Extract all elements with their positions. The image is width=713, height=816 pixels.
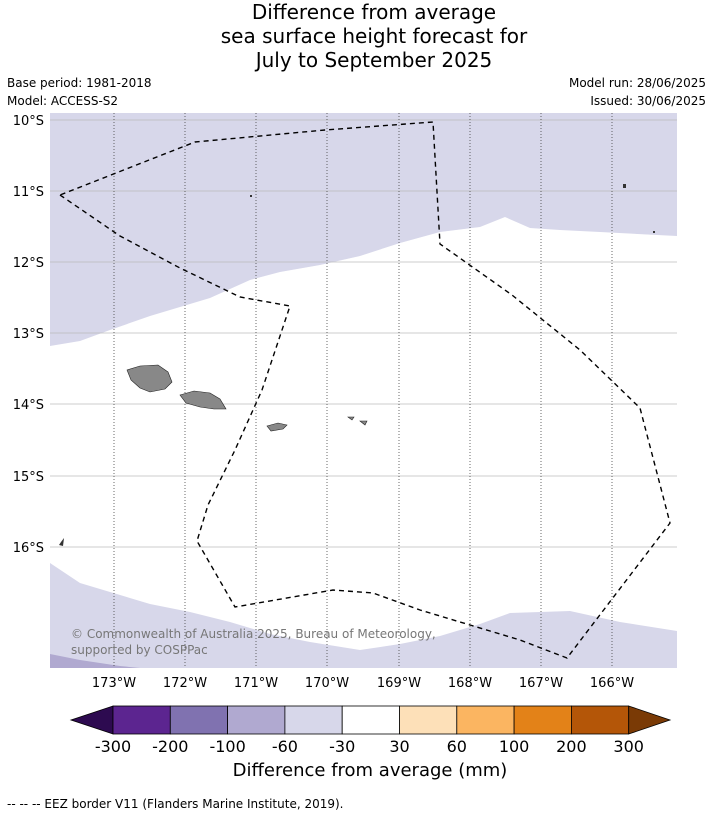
island-ofu [347, 416, 355, 421]
colorbar-tick-label: -60 [272, 737, 298, 756]
island-small-2 [623, 184, 626, 188]
issued-date: Issued: 30/06/2025 [590, 94, 706, 108]
island-savaii [126, 364, 173, 393]
colorbar-extend-high [628, 705, 672, 735]
island-small-3 [653, 231, 655, 233]
island-tutuila [266, 422, 288, 432]
anomaly-region-north [50, 113, 677, 346]
eez-footnote: -- -- -- EEZ border V11 (Flanders Marine… [7, 797, 344, 811]
colorbar-tick-label: 30 [389, 737, 409, 756]
lon-label: 169°W [377, 676, 421, 691]
colorbar-cell [341, 705, 400, 735]
model-run: Model run: 28/06/2025 [568, 76, 706, 90]
lat-label: 11°S [13, 185, 44, 200]
lon-label: 173°W [92, 676, 136, 691]
lat-label: 14°S [13, 398, 44, 413]
lat-label: 16°S [13, 541, 44, 556]
colorbar-cells [69, 705, 672, 735]
colorbar-cell [284, 705, 343, 735]
lat-label: 10°S [13, 114, 44, 129]
colorbar-cell [399, 705, 458, 735]
title-line-2: sea surface height forecast for [220, 24, 528, 48]
colorbar-tick-label: 100 [499, 737, 530, 756]
latitude-labels: 10°S 11°S 12°S 13°S 14°S 15°S 16°S [13, 114, 44, 556]
copyright-notice: © Commonwealth of Australia 2025, Bureau… [71, 627, 436, 657]
model-name: Model: ACCESS-S2 [7, 94, 119, 108]
colorbar-extend-low [69, 705, 114, 735]
anomaly-region-south [50, 563, 677, 668]
gridlines [50, 113, 677, 668]
colorbar-ticks: -300 -200 -100 -60 -30 30 60 100 200 300 [95, 737, 644, 756]
lon-label: 167°W [519, 676, 563, 691]
longitude-labels: 173°W 172°W 171°W 170°W 169°W 168°W 167°W 166°W [92, 676, 634, 691]
island-small-1 [250, 195, 252, 197]
colorbar-cell [112, 705, 171, 735]
colorbar-cell [227, 705, 286, 735]
lon-label: 171°W [234, 676, 278, 691]
colorbar-tick-label: -30 [329, 737, 355, 756]
colorbar-tick-label: 200 [556, 737, 587, 756]
map-title: Difference from average sea surface heig… [0, 0, 713, 72]
colorbar-tick-label: 300 [613, 737, 644, 756]
meta-left: Base period: 1981-2018 Model: ACCESS-S2 [7, 74, 152, 110]
island-small-4 [59, 538, 64, 546]
colorbar-cell [571, 705, 630, 735]
colorbar-tick-label: 60 [447, 737, 467, 756]
title-line-3: July to September 2025 [255, 48, 493, 72]
colorbar-cell [456, 705, 515, 735]
lon-label: 168°W [448, 676, 492, 691]
lon-label: 172°W [163, 676, 207, 691]
colorbar-cell [169, 705, 229, 735]
anomaly-region-south-mid [50, 654, 140, 668]
colorbar-tick-label: -200 [152, 737, 188, 756]
lat-label: 15°S [13, 470, 44, 485]
colorbar-tick-label: -300 [95, 737, 131, 756]
colorbar: -300 -200 -100 -60 -30 30 60 100 200 300 [69, 705, 672, 756]
colorbar-cell [513, 705, 572, 735]
colorbar-title: Difference from average (mm) [232, 760, 508, 781]
meta-right: Model run: 28/06/2025 Issued: 30/06/2025 [569, 74, 706, 110]
colorbar-tick-label: -100 [209, 737, 245, 756]
island-tau [359, 420, 368, 426]
lat-label: 13°S [13, 327, 44, 342]
lat-label: 12°S [13, 256, 44, 271]
island-upolu [179, 390, 227, 410]
base-period: Base period: 1981-2018 [7, 76, 152, 90]
sea-height-map: 10°S11°S12°S13°S14°S15°S16°S 173°W 172°W 1… [13, 113, 677, 691]
title-line-1: Difference from average [251, 0, 497, 24]
lon-label: 170°W [305, 676, 349, 691]
lon-label: 166°W [590, 676, 634, 691]
